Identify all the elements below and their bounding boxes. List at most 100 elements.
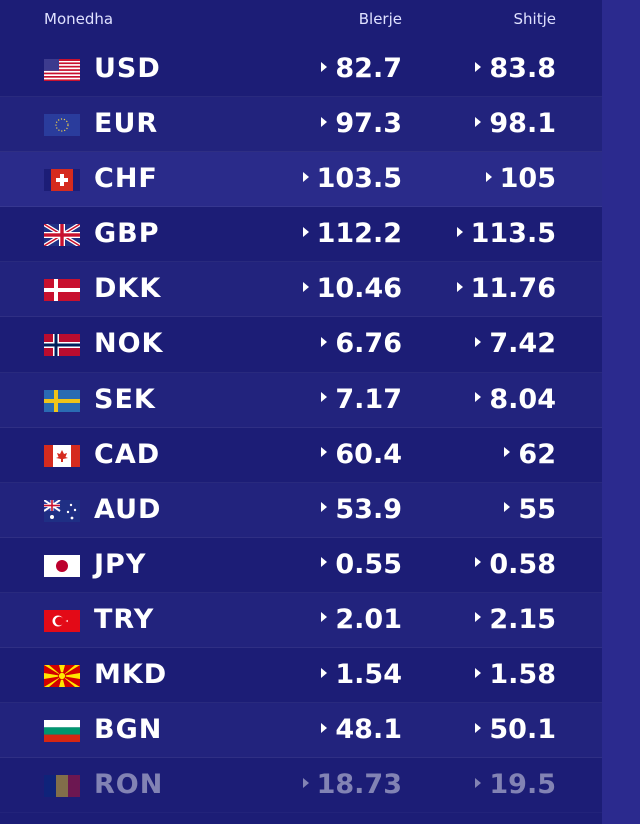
- ro-flag-icon: [44, 775, 80, 798]
- buy-rate-value: 6.76: [335, 328, 402, 360]
- header-currency: Monedha: [44, 10, 114, 28]
- caret-right-icon: [321, 667, 328, 678]
- currency-code: NOK: [94, 328, 164, 360]
- buy-rate: 10.46: [302, 273, 402, 304]
- sell-rate: 1.58: [475, 659, 556, 690]
- no-flag-icon: [44, 334, 80, 357]
- rate-row-sek: SEK 7.17 8.04: [0, 372, 602, 428]
- sell-rate: 55: [504, 494, 556, 525]
- caret-right-icon: [475, 777, 482, 788]
- gb-flag-icon: [44, 224, 80, 247]
- ch-flag-icon: [44, 169, 80, 192]
- sell-rate-value: 19.5: [489, 769, 556, 801]
- sell-rate: 8.04: [475, 384, 556, 415]
- buy-rate-value: 1.54: [335, 659, 402, 691]
- caret-right-icon: [302, 777, 309, 788]
- caret-right-icon: [475, 612, 482, 623]
- bg-flag-icon: [44, 720, 80, 743]
- sell-rate: 105: [485, 163, 556, 194]
- caret-right-icon: [321, 61, 328, 72]
- currency-code: SEK: [94, 383, 156, 415]
- buy-rate: 82.7: [321, 53, 402, 84]
- exchange-rates-panel: Monedha Blerje Shitje USD 82.7 83.8: [0, 0, 602, 813]
- buy-rate: 112.2: [302, 218, 402, 250]
- caret-right-icon: [475, 336, 482, 347]
- sell-rate-value: 83.8: [489, 53, 556, 84]
- currency-code: USD: [94, 53, 161, 84]
- rate-row-usd: USD 82.7 83.8: [0, 42, 602, 98]
- rate-row-nok: NOK 6.76 7.42: [0, 317, 602, 373]
- caret-right-icon: [321, 557, 328, 568]
- sell-rate-value: 98.1: [489, 108, 556, 140]
- header-buy: Blerje: [358, 10, 402, 28]
- rate-row-ron: RON 18.73 19.5: [0, 758, 602, 813]
- sell-rate-value: 50.1: [489, 714, 556, 746]
- currency-code: TRY: [94, 603, 155, 635]
- sell-rate-value: 0.58: [489, 548, 556, 580]
- table-header: Monedha Blerje Shitje: [0, 0, 602, 42]
- sell-rate: 2.15: [475, 604, 556, 635]
- rates-list: USD 82.7 83.8 EUR 97.3 98.1: [0, 42, 602, 813]
- currency-code: RON: [94, 769, 164, 801]
- caret-right-icon: [321, 722, 328, 733]
- buy-rate-value: 7.17: [335, 383, 402, 415]
- rate-row-eur: EUR 97.3 98.1: [0, 97, 602, 153]
- au-flag-icon: [44, 499, 80, 522]
- caret-right-icon: [321, 336, 328, 347]
- caret-right-icon: [475, 116, 482, 127]
- caret-right-icon: [485, 171, 492, 182]
- tr-flag-icon: [44, 609, 80, 632]
- rate-row-bgn: BGN 48.1 50.1: [0, 703, 602, 759]
- sell-rate: 50.1: [475, 714, 556, 745]
- caret-right-icon: [504, 447, 511, 458]
- se-flag-icon: [44, 389, 80, 412]
- sell-rate-value: 11.76: [470, 273, 556, 305]
- us-flag-icon: [44, 59, 80, 81]
- currency-code: JPY: [94, 548, 147, 580]
- buy-rate-value: 103.5: [316, 163, 402, 195]
- sell-rate: 98.1: [475, 108, 556, 139]
- sell-rate: 62: [504, 439, 556, 470]
- eu-flag-icon: [44, 114, 80, 137]
- buy-rate-value: 60.4: [335, 438, 402, 470]
- currency-code: CHF: [94, 163, 158, 195]
- currency-code: GBP: [94, 218, 160, 250]
- buy-rate-value: 0.55: [335, 548, 402, 580]
- sell-rate: 0.58: [475, 549, 556, 580]
- caret-right-icon: [504, 502, 511, 513]
- sell-rate-value: 2.15: [489, 603, 556, 635]
- sell-rate-value: 113.5: [470, 218, 556, 250]
- caret-right-icon: [302, 281, 309, 292]
- buy-rate-value: 48.1: [335, 714, 402, 746]
- caret-right-icon: [475, 557, 482, 568]
- header-sell: Shitje: [513, 10, 556, 28]
- sell-rate-value: 62: [518, 438, 556, 470]
- caret-right-icon: [302, 171, 309, 182]
- sell-rate: 11.76: [456, 273, 556, 305]
- buy-rate: 97.3: [321, 108, 402, 139]
- buy-rate-value: 82.7: [335, 53, 402, 84]
- sell-rate-value: 1.58: [489, 659, 556, 691]
- sell-rate: 83.8: [475, 53, 556, 84]
- mk-flag-icon: [44, 665, 80, 688]
- buy-rate: 2.01: [321, 604, 402, 635]
- caret-right-icon: [302, 226, 309, 237]
- buy-rate-value: 2.01: [335, 603, 402, 635]
- ca-flag-icon: [44, 444, 80, 467]
- buy-rate-value: 53.9: [335, 493, 402, 525]
- buy-rate: 1.54: [321, 659, 402, 690]
- buy-rate-value: 112.2: [316, 218, 402, 250]
- side-panel: [602, 0, 640, 824]
- buy-rate: 6.76: [321, 328, 402, 359]
- sell-rate: 113.5: [456, 218, 556, 250]
- sell-rate-value: 8.04: [489, 383, 556, 415]
- dk-flag-icon: [44, 279, 80, 302]
- caret-right-icon: [456, 281, 463, 292]
- currency-code: CAD: [94, 438, 161, 470]
- caret-right-icon: [321, 502, 328, 513]
- caret-right-icon: [475, 667, 482, 678]
- rate-row-chf: CHF 103.5 105: [0, 152, 602, 208]
- currency-code: EUR: [94, 108, 159, 140]
- buy-rate-value: 97.3: [335, 108, 402, 140]
- currency-code: BGN: [94, 714, 163, 746]
